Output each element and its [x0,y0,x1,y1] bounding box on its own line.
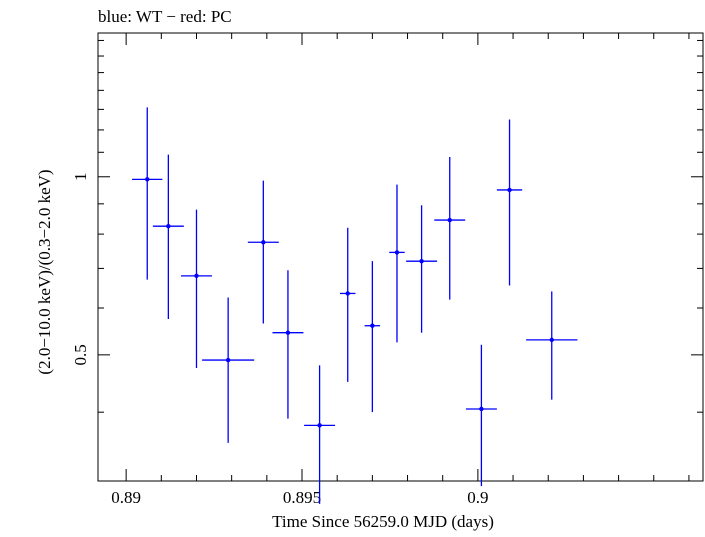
plot-frame [97,32,704,482]
data-marker [285,330,291,335]
x-axis-ticks: 0.89 0.895 0.9 [111,33,690,507]
x-axis-label: Time Since 56259.0 MJD (days) [272,512,494,531]
data-marker [317,423,322,428]
data-point [181,209,212,369]
data-marker [261,240,266,245]
data-point [272,270,304,419]
data-marker [370,323,375,328]
y-axis-label: (2.0−10.0 keV)/(0.3−2.0 keV) [35,169,54,374]
y-tick-label: 1 [71,173,90,182]
x-tick-label: 0.89 [111,488,141,507]
data-marker [225,357,231,363]
data-point [526,291,578,400]
y-tick-label: 0.5 [71,344,90,365]
data-marker [507,187,512,193]
data-marker [166,223,171,229]
data-marker [549,337,554,343]
x-tick-label: 0.9 [467,488,488,507]
data-point [247,180,279,324]
data-marker [479,406,484,412]
data-marker [145,177,150,182]
data-marker [419,258,424,264]
data-point [434,156,466,300]
data-point [340,227,356,382]
y-axis-ticks: 0.51 [71,39,703,413]
data-marker [194,273,199,279]
data-marker [394,250,400,255]
data-point [364,261,381,413]
data-point [389,184,405,343]
data-layer [132,107,578,504]
data-marker [447,217,452,223]
data-point [304,365,336,504]
data-point [152,154,184,319]
x-tick-label: 0.895 [283,488,321,507]
data-point [496,119,523,286]
data-point [202,297,255,443]
data-point [132,107,163,280]
data-point [465,344,497,487]
chart-title: blue: WT − red: PC [98,7,232,26]
data-point [406,205,438,333]
data-marker [345,291,350,296]
